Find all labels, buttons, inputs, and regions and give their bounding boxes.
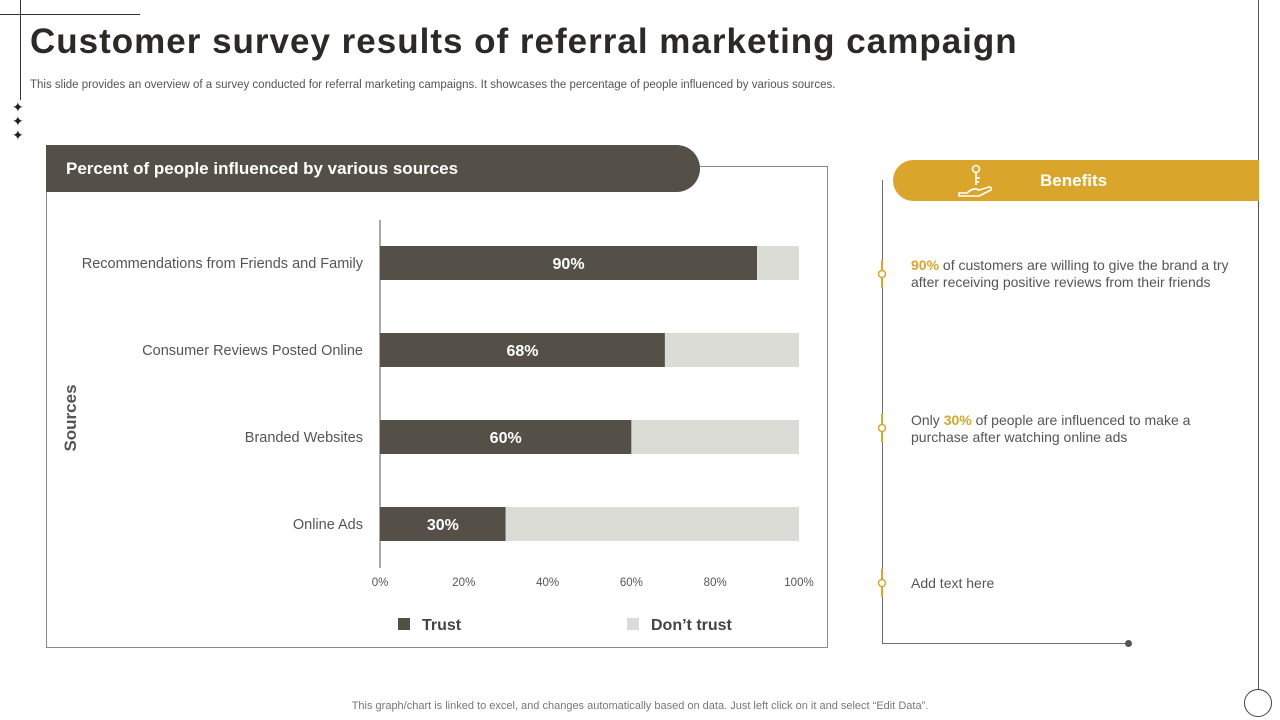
timeline-marker-3 [877,569,887,597]
bar-dont-trust [505,507,799,541]
benefit-item-2: Only 30% of people are influenced to mak… [911,412,1191,445]
timeline-line [882,180,883,644]
benefits-title: Benefits [1040,171,1108,190]
bar-trust [380,246,758,280]
corner-line-horizontal [0,14,140,15]
x-tick-label: 80% [704,577,727,589]
corner-circle [1244,689,1272,717]
page-subtitle: This slide provides an overview of a sur… [30,79,836,91]
data-label: 60% [490,430,522,447]
x-tick-label: 60% [620,577,643,589]
timeline-marker-2 [877,414,887,442]
x-tick-label: 100% [784,577,813,589]
benefit-highlight: 30% [943,412,972,428]
page-title: Customer survey results of referral mark… [30,22,1018,61]
footer-note: This graph/chart is linked to excel, and… [351,700,929,712]
y-axis-title: Sources [61,384,80,451]
data-label: 68% [506,343,538,360]
corner-line-vertical [20,0,21,100]
benefit-item-1: 90% of customers are willing to give the… [911,257,1229,290]
bar-dont-trust [664,333,799,367]
category-label: Consumer Reviews Posted Online [142,343,363,359]
legend-label: Trust [422,617,462,634]
x-tick-label: 0% [372,577,389,589]
data-label: 30% [427,517,459,534]
timeline-bottom-line [882,643,1128,644]
legend-swatch [627,618,639,630]
benefits-header: Benefits [893,160,1259,201]
chart-panel-header: Percent of people influenced by various … [46,145,700,192]
bar-trust [380,420,632,454]
timeline-marker-1 [877,260,887,288]
category-label: Online Ads [293,517,363,533]
hand-key-icon [958,164,993,197]
category-label: Branded Websites [245,430,363,446]
sparkle-icons: ✦ ✦ ✦ [12,99,24,143]
bar-dont-trust [757,246,799,280]
timeline-end-dot [1125,640,1132,647]
benefit-highlight: 90% [911,257,940,273]
data-label: 90% [553,256,585,273]
legend-swatch [398,618,410,630]
bar-trust [380,333,665,367]
right-edge-line [1258,0,1259,690]
bar-dont-trust [631,420,799,454]
x-tick-label: 40% [536,577,559,589]
benefit-item-3: Add text here [911,575,995,591]
x-tick-label: 20% [452,577,475,589]
bar-chart: Recommendations from Friends and Family 9… [61,220,814,634]
legend-label: Don’t trust [651,617,733,634]
bar-trust [380,507,506,541]
category-label: Recommendations from Friends and Family [82,256,364,272]
